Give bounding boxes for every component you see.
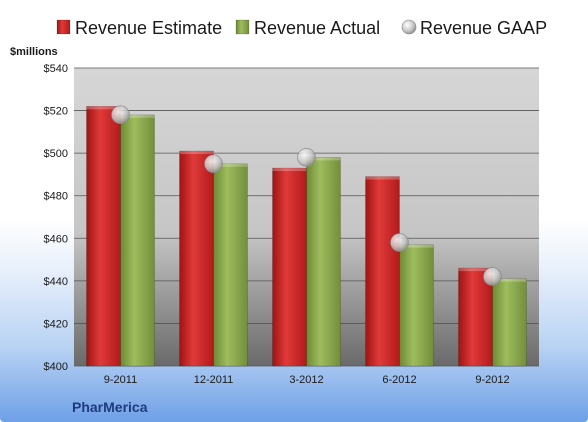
legend: Revenue Estimate Revenue Actual Revenue GA… [56,18,547,38]
marker-revenue-gaap [390,233,409,252]
bar-top-highlight [458,268,493,272]
y-axis-unit-label: $millions [10,46,58,58]
bar-top-highlight [120,114,155,118]
bar-revenue-actual [120,114,155,367]
bar-revenue-estimate [365,176,400,367]
legend-color-swatch [56,19,71,35]
bar-revenue-estimate [458,267,493,367]
x-tick-label: 9-2011 [104,374,137,386]
legend-marker-swatch [401,19,417,35]
y-axis-ticks: $400 $420 $440 $460 $480 $500 $520 $540 [44,63,68,373]
y-tick-label: $460 [44,233,68,245]
legend-label: Revenue Actual [254,18,380,38]
legend-item-revenue-actual: Revenue Actual [235,18,380,38]
bar-revenue-actual [492,278,527,367]
y-tick-label: $540 [44,63,68,75]
marker-revenue-gaap [111,105,130,125]
x-tick-label: 12-2011 [194,374,234,386]
legend-color-swatch [235,19,250,35]
marker-revenue-gaap [297,148,316,167]
bar-top-highlight [179,151,214,155]
y-tick-label: $480 [44,191,68,203]
x-tick-label: 9-2012 [475,374,509,386]
bars [86,106,527,367]
bar-revenue-estimate [272,167,307,367]
y-tick-label: $520 [44,106,68,118]
marker-revenue-gaap [204,154,223,174]
bar-revenue-estimate [86,106,121,367]
bar-revenue-estimate [179,150,214,367]
legend-label: Revenue Estimate [75,18,222,38]
bar-top-highlight [306,157,341,161]
x-axis-ticks: 9-2011 12-2011 3-2012 6-2012 9-2012 [104,374,510,386]
bar-revenue-actual [399,244,434,367]
y-tick-label: $440 [44,276,68,288]
bar-top-highlight [272,168,307,172]
bar-top-highlight [213,163,248,167]
company-name: PharMerica [72,399,148,415]
bar-top-highlight [399,244,434,248]
marker-revenue-gaap [483,267,502,286]
legend-label: Revenue GAAP [420,18,547,38]
bar-top-highlight [365,176,400,180]
y-tick-label: $420 [44,318,68,330]
bar-revenue-actual [306,157,341,367]
y-tick-label: $500 [44,148,68,160]
x-tick-label: 6-2012 [382,374,416,386]
bar-top-highlight [492,278,527,282]
bar-revenue-actual [213,163,248,367]
y-tick-label: $400 [44,361,68,373]
legend-item-revenue-estimate: Revenue Estimate [56,18,222,38]
gaap-markers [111,105,502,286]
bar-top-highlight [86,106,121,110]
legend-item-revenue-gaap: Revenue GAAP [401,18,547,38]
x-tick-label: 3-2012 [289,374,323,386]
